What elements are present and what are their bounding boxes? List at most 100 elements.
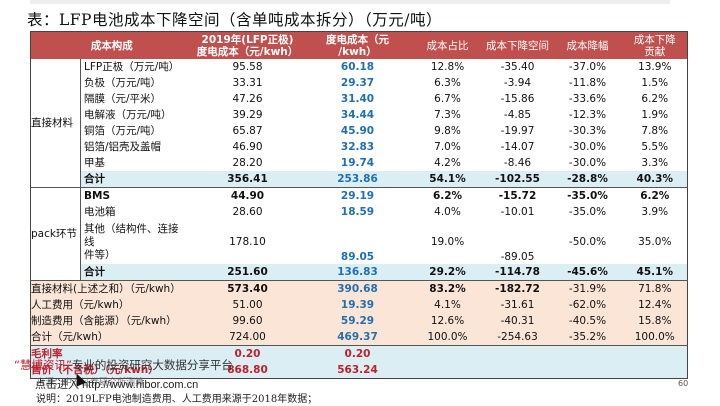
contrib-value: 12.4%	[622, 297, 688, 313]
cost-table: 成本构成 2019年(LFP正极) 度电成本（元/kwh） 度电成本（元/kwh）…	[30, 31, 688, 379]
header-2019-cost: 2019年(LFP正极) 度电成本（元/kwh）	[192, 31, 303, 59]
direct-total-row: 合计 356.41 253.86 54.1% -102.55 -28.8% 40…	[31, 171, 688, 188]
rate-value: -11.8%	[568, 77, 607, 89]
cost-value: 60.18	[340, 61, 375, 73]
cost-value: 19.74	[340, 157, 375, 169]
cost2019-value: 251.60	[192, 264, 303, 281]
cost2019-value: 44.90	[192, 187, 303, 204]
cost2019-value: 65.87	[232, 125, 263, 137]
cost-value: 29.19	[302, 187, 413, 204]
cost-value: 18.59	[340, 206, 375, 218]
cost2019-value: 28.60	[232, 206, 263, 218]
item-label: LFP正极（万元/吨）	[84, 61, 180, 73]
rate-value: -62.0%	[552, 297, 623, 313]
rate-value: -35.0%	[552, 187, 623, 204]
cost-value: 29.37	[340, 77, 375, 89]
cost2019-value: 178.10	[229, 235, 266, 248]
rate-value: -30.3%	[568, 125, 607, 137]
drop-value: -10.01	[500, 206, 535, 218]
contrib-value: 100.0%	[622, 329, 688, 346]
contrib-value: 7.8%	[641, 125, 669, 137]
share-value: 54.1%	[412, 171, 483, 188]
share-value: 9.8%	[434, 125, 461, 137]
rate-value: -28.8%	[552, 171, 623, 188]
watermark-link-prefix: 点击进入	[35, 379, 79, 391]
drop-value: -31.61	[482, 297, 553, 313]
rate-value: -45.6%	[552, 264, 623, 281]
item-label: 合计（元/kwh）	[30, 329, 193, 346]
drop-value: -182.72	[482, 280, 553, 297]
share-value: 19.0%	[430, 235, 465, 248]
table-row: 甲基 28.20 19.74 4.2% -8.46 -30.0% 3.3%	[31, 155, 688, 171]
rate-value: -40.5%	[552, 313, 623, 329]
watermark-banner: “慧博资讯”专业的投资研究大数据分享平台	[14, 357, 233, 373]
drop-value: -35.40	[500, 61, 535, 73]
group-direct-materials: 直接材料	[30, 59, 81, 188]
rate-value: -33.6%	[568, 93, 607, 105]
cost-value: 563.24	[302, 362, 413, 379]
table-row: 其他（结构件、连接线件等） 178.10 89.05 19.0% -89.05 …	[31, 220, 688, 264]
cost-value: 0.20	[302, 345, 413, 362]
watermark-link-line[interactable]: 点击进入 http://www.hibor.com.cn	[35, 376, 198, 392]
pack-total-row: 合计 251.60 136.83 29.2% -114.78 -45.6% 45…	[31, 264, 688, 281]
empty-cell	[412, 345, 688, 362]
item-label: 电解液（万元/吨）	[84, 109, 172, 121]
summary-row: 制造费用（含能源）（元/kwh） 99.60 59.29 12.6% -40.3…	[30, 313, 688, 329]
header-contrib: 成本下降 贡献	[622, 31, 688, 59]
contrib-value: 3.9%	[641, 206, 669, 218]
cost-value: 34.44	[340, 109, 375, 121]
item-label: 毛利率	[30, 345, 193, 362]
table-row: 铝箔/铝壳及盖帽 46.90 32.83 7.0% -14.07 -30.0% …	[31, 139, 688, 155]
rate-value: -12.3%	[568, 109, 607, 121]
drop-value: -14.07	[500, 141, 535, 153]
share-value: 7.0%	[434, 141, 461, 153]
header-composition: 成本构成	[30, 31, 193, 59]
item-label: 售价（不含税）（元/kwh）	[30, 362, 193, 379]
summary-row: 人工费用（元/kwh） 51.00 19.39 4.1% -31.61 -62.…	[30, 297, 688, 313]
header-share: 成本占比	[412, 31, 483, 59]
cost2019-value: 33.31	[232, 77, 263, 89]
cost2019-value: 95.58	[232, 61, 263, 73]
top-divider	[30, 0, 670, 4]
table-title: 表：LFP电池成本下降空间（含单吨成本拆分）（万元/吨）	[27, 11, 442, 29]
source-note: 来源：中泰证券研究所测算	[36, 378, 145, 388]
table-row: pack环节 BMS 44.90 29.19 6.2% -15.72 -35.0…	[30, 187, 688, 281]
header-drop: 成本下降空间	[482, 31, 553, 59]
share-value: 6.2%	[412, 187, 483, 204]
share-value: 4.1%	[412, 297, 483, 313]
item-label: 直接材料(上述之和）（元/kwh）	[30, 280, 193, 297]
header-cost: 度电成本（元/kwh）	[302, 31, 413, 59]
item-label: 合计	[80, 171, 193, 188]
drop-value: -15.86	[500, 93, 535, 105]
cost2019-value: 724.00	[192, 329, 303, 346]
contrib-value: 1.9%	[641, 109, 669, 121]
contrib-value: 6.2%	[622, 187, 688, 204]
cost2019-value: 573.40	[192, 280, 303, 297]
header-rate: 成本降幅	[552, 31, 623, 59]
table-row: 隔膜（元/平米） 47.26 31.40 6.7% -15.86 -33.6% …	[31, 91, 688, 107]
contrib-value: 45.1%	[622, 264, 688, 281]
group-pack: pack环节	[30, 187, 81, 281]
share-value: 100.0%	[412, 329, 483, 346]
cost-value: 390.68	[302, 280, 413, 297]
cost-value: 89.05	[340, 251, 375, 263]
drop-value: -254.63	[482, 329, 553, 346]
rate-value: -35.0%	[568, 206, 607, 218]
rate-value: -30.0%	[568, 157, 607, 169]
contrib-value: 15.8%	[622, 313, 688, 329]
share-value: 6.7%	[434, 93, 461, 105]
contrib-value: 13.9%	[638, 61, 672, 73]
cost-value: 59.29	[302, 313, 413, 329]
rate-value: -50.0%	[568, 235, 607, 248]
share-value: 7.3%	[434, 109, 461, 121]
empty-cell	[412, 362, 688, 379]
contrib-value: 5.5%	[641, 141, 669, 153]
item-label: 人工费用（元/kwh）	[30, 297, 193, 313]
table-row: 负极（万元/吨） 33.31 29.37 6.3% -3.94 -11.8% 1…	[31, 75, 688, 91]
price-row: 售价（不含税）（元/kwh） 868.80 563.24	[30, 362, 688, 379]
item-label: 隔膜（元/平米）	[84, 93, 162, 105]
watermark-link[interactable]: http://www.hibor.com.cn	[82, 379, 199, 391]
item-label: 制造费用（含能源）（元/kwh）	[30, 313, 193, 329]
cost2019-value: 47.26	[232, 93, 263, 105]
rate-value: -31.9%	[552, 280, 623, 297]
